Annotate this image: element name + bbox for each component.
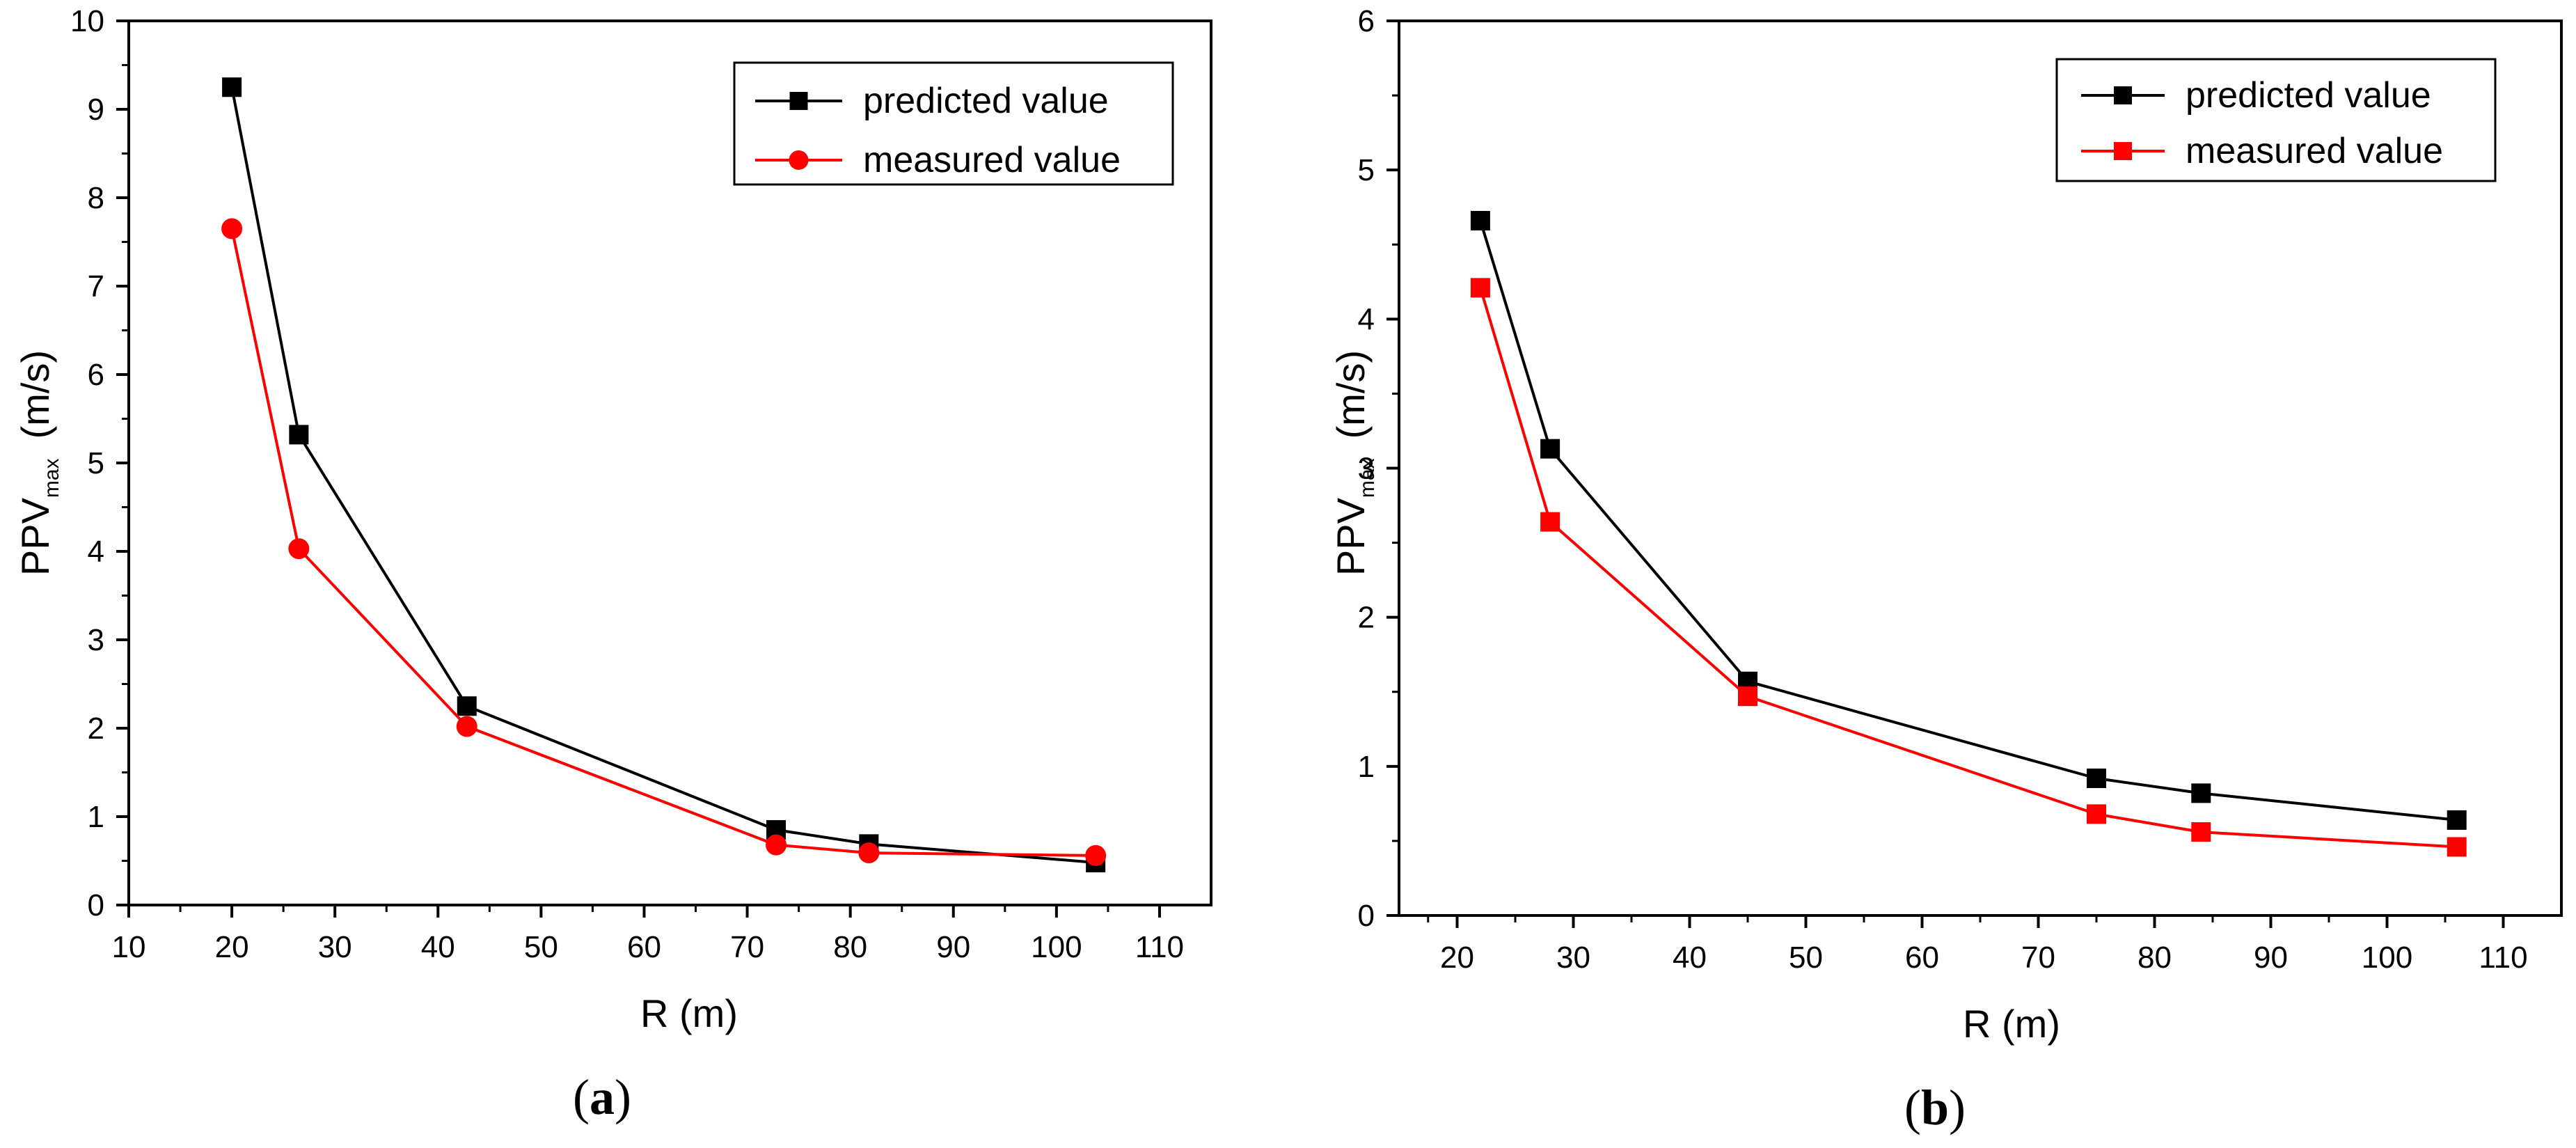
y-axis-label: PPVmax (m/s)	[1329, 350, 1379, 576]
chart-panel-a: 0 1 2 3 4 5 6 7 8 9 10 10 20 30 40 50 60 70 80 90 100 110 pred…	[13, 4, 1212, 1125]
x-tick-label: 80	[2138, 941, 2172, 975]
data-point-predicted-value	[457, 696, 477, 716]
x-tick-label: 30	[1556, 941, 1590, 975]
data-point-predicted-value	[289, 425, 309, 445]
y-tick-label: 0	[1358, 899, 1375, 933]
legend-marker	[2114, 142, 2132, 160]
y-axis-label: PPVmax (m/s)	[13, 350, 63, 576]
data-point-measured-value	[1085, 844, 1107, 866]
y-tick-label: 10	[70, 4, 104, 38]
y-tick-label: 5	[88, 446, 104, 480]
x-tick-label: 20	[215, 930, 249, 964]
y-tick-label: 1	[88, 800, 104, 834]
data-point-measured-value	[1470, 278, 1490, 298]
x-tick-label: 50	[524, 930, 558, 964]
y-tick-label: 1	[1358, 750, 1375, 784]
series-line-predicted-value	[230, 86, 1096, 864]
y-tick-label: 0	[88, 888, 104, 922]
y-tick-label: 6	[1358, 4, 1375, 38]
y-axis-label-main: PPV	[1329, 497, 1373, 576]
data-point-measured-value	[1540, 512, 1560, 532]
panel-letter: a	[590, 1069, 615, 1125]
data-point-measured-value	[2447, 837, 2467, 857]
y-tick-label: 8	[88, 181, 104, 215]
x-tick-label: 60	[1905, 941, 1939, 975]
x-tick-label: 110	[1135, 930, 1184, 964]
series-line-measured-value	[230, 228, 1096, 857]
y-tick-label: 2	[88, 711, 104, 746]
data-point-measured-value	[2191, 822, 2211, 842]
data-point-predicted-value	[2191, 783, 2211, 803]
legend-label: predicted value	[863, 81, 1109, 121]
data-point-predicted-value	[2087, 768, 2106, 788]
data-point-measured-value	[858, 842, 880, 864]
x-tick-label: 70	[730, 930, 764, 964]
data-point-predicted-value	[1470, 210, 1490, 230]
data-point-predicted-value	[222, 77, 242, 97]
x-tick-label: 60	[627, 930, 661, 964]
panel-paren-open: (	[1904, 1080, 1921, 1135]
series-line-measured-value	[1478, 287, 2457, 849]
y-tick-label: 9	[88, 93, 104, 127]
y-tick-label: 3	[88, 623, 104, 657]
y-tick-label: 3	[1358, 452, 1375, 486]
data-point-measured-value	[288, 538, 310, 560]
y-tick-label: 4	[88, 535, 104, 569]
y-axis-label-unit: (m/s)	[1329, 350, 1373, 439]
panel-label: (b)	[1904, 1080, 1966, 1135]
y-tick-label: 7	[88, 269, 104, 304]
data-point-measured-value	[766, 834, 787, 856]
data-point-measured-value	[1738, 686, 1757, 707]
panel-letter: b	[1921, 1080, 1949, 1135]
y-axis-label-subscript: max	[1356, 458, 1379, 498]
data-point-measured-value	[221, 218, 243, 239]
panel-paren-close: )	[1949, 1080, 1966, 1135]
legend-marker	[789, 92, 808, 110]
x-tick-label: 20	[1440, 941, 1474, 975]
y-axis-label-main: PPV	[13, 497, 57, 576]
x-tick-label: 100	[2362, 941, 2412, 975]
legend-marker	[789, 150, 809, 170]
x-tick-label: 50	[1789, 941, 1823, 975]
data-point-predicted-value	[2447, 810, 2467, 830]
y-axis-label-unit: (m/s)	[13, 350, 57, 439]
series-line-predicted-value	[1478, 220, 2457, 821]
data-point-predicted-value	[1540, 439, 1560, 459]
x-tick-label: 110	[2479, 941, 2527, 975]
legend-box	[2055, 58, 2497, 182]
chart-panel-b: 0 1 2 3 4 5 6 20 30 40 50 60 70 80 90 100 110 predicted v…	[1329, 4, 2563, 1135]
panel-paren-close: )	[615, 1069, 631, 1125]
legend-label: measured value	[863, 140, 1121, 180]
y-tick-label: 5	[1358, 153, 1375, 187]
x-tick-label: 70	[2021, 941, 2055, 975]
x-tick-label: 100	[1031, 930, 1082, 964]
x-axis-label: R (m)	[1963, 1002, 2060, 1046]
legend-marker	[2114, 86, 2132, 104]
y-tick-label: 4	[1358, 302, 1375, 336]
x-tick-label: 90	[936, 930, 970, 964]
x-tick-label: 40	[421, 930, 455, 964]
x-tick-label: 30	[318, 930, 352, 964]
x-tick-label: 80	[833, 930, 867, 964]
x-axis-label: R (m)	[640, 991, 738, 1035]
x-tick-label: 90	[2254, 941, 2288, 975]
data-point-measured-value	[456, 716, 477, 737]
y-tick-label: 2	[1358, 601, 1375, 635]
y-tick-label: 6	[88, 358, 104, 392]
x-tick-label: 10	[112, 930, 146, 964]
data-point-measured-value	[2087, 804, 2106, 824]
panel-label: (a)	[573, 1069, 631, 1125]
x-tick-label: 40	[1673, 941, 1707, 975]
legend-label: measured value	[2186, 131, 2443, 171]
panel-paren-open: (	[573, 1069, 590, 1125]
y-axis-label-subscript: max	[40, 458, 63, 498]
legend-label: predicted value	[2186, 75, 2431, 116]
